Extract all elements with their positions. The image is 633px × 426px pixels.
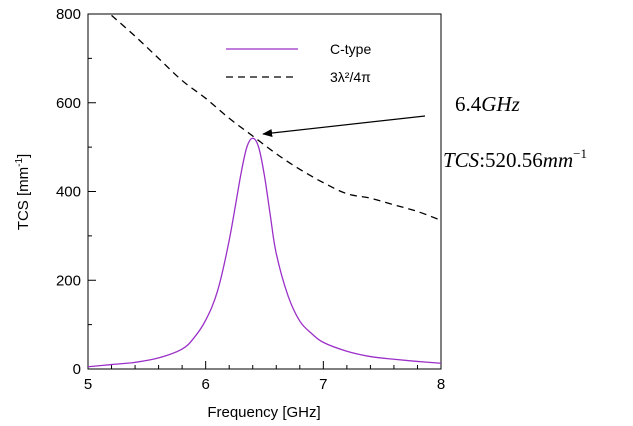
annotation-arrow xyxy=(262,115,426,137)
y-tick-label: 400 xyxy=(56,184,81,201)
legend-label-wavelength: 3λ²/4π xyxy=(330,69,371,85)
annotation-frequency: 6.4GHz xyxy=(455,92,520,116)
ticks-layer: 5 6 7 8 0 200 400 600 800 xyxy=(56,6,445,393)
series-line-wavelength xyxy=(111,14,441,221)
y-tick-label: 600 xyxy=(56,95,81,112)
y-tick-label: 800 xyxy=(56,6,81,23)
series-layer xyxy=(88,14,441,368)
y-axis-title: TCS [mm-1] xyxy=(14,154,32,230)
x-tick-label: 6 xyxy=(201,376,209,393)
legend-label-c-type: C-type xyxy=(330,41,371,57)
x-tick-label: 5 xyxy=(84,376,92,393)
plot-area-frame xyxy=(87,13,442,370)
legend: C-type 3λ²/4π xyxy=(226,41,371,85)
y-tick-label: 200 xyxy=(56,272,81,289)
annotation-tcs-value: TCS:520.56mm−1 xyxy=(443,146,587,172)
x-tick-label: 7 xyxy=(319,376,327,393)
x-tick-label: 8 xyxy=(437,376,445,393)
x-axis-title: Frequency [GHz] xyxy=(207,404,320,421)
series-line-c-type xyxy=(88,137,441,368)
y-tick-label: 0 xyxy=(73,361,81,378)
